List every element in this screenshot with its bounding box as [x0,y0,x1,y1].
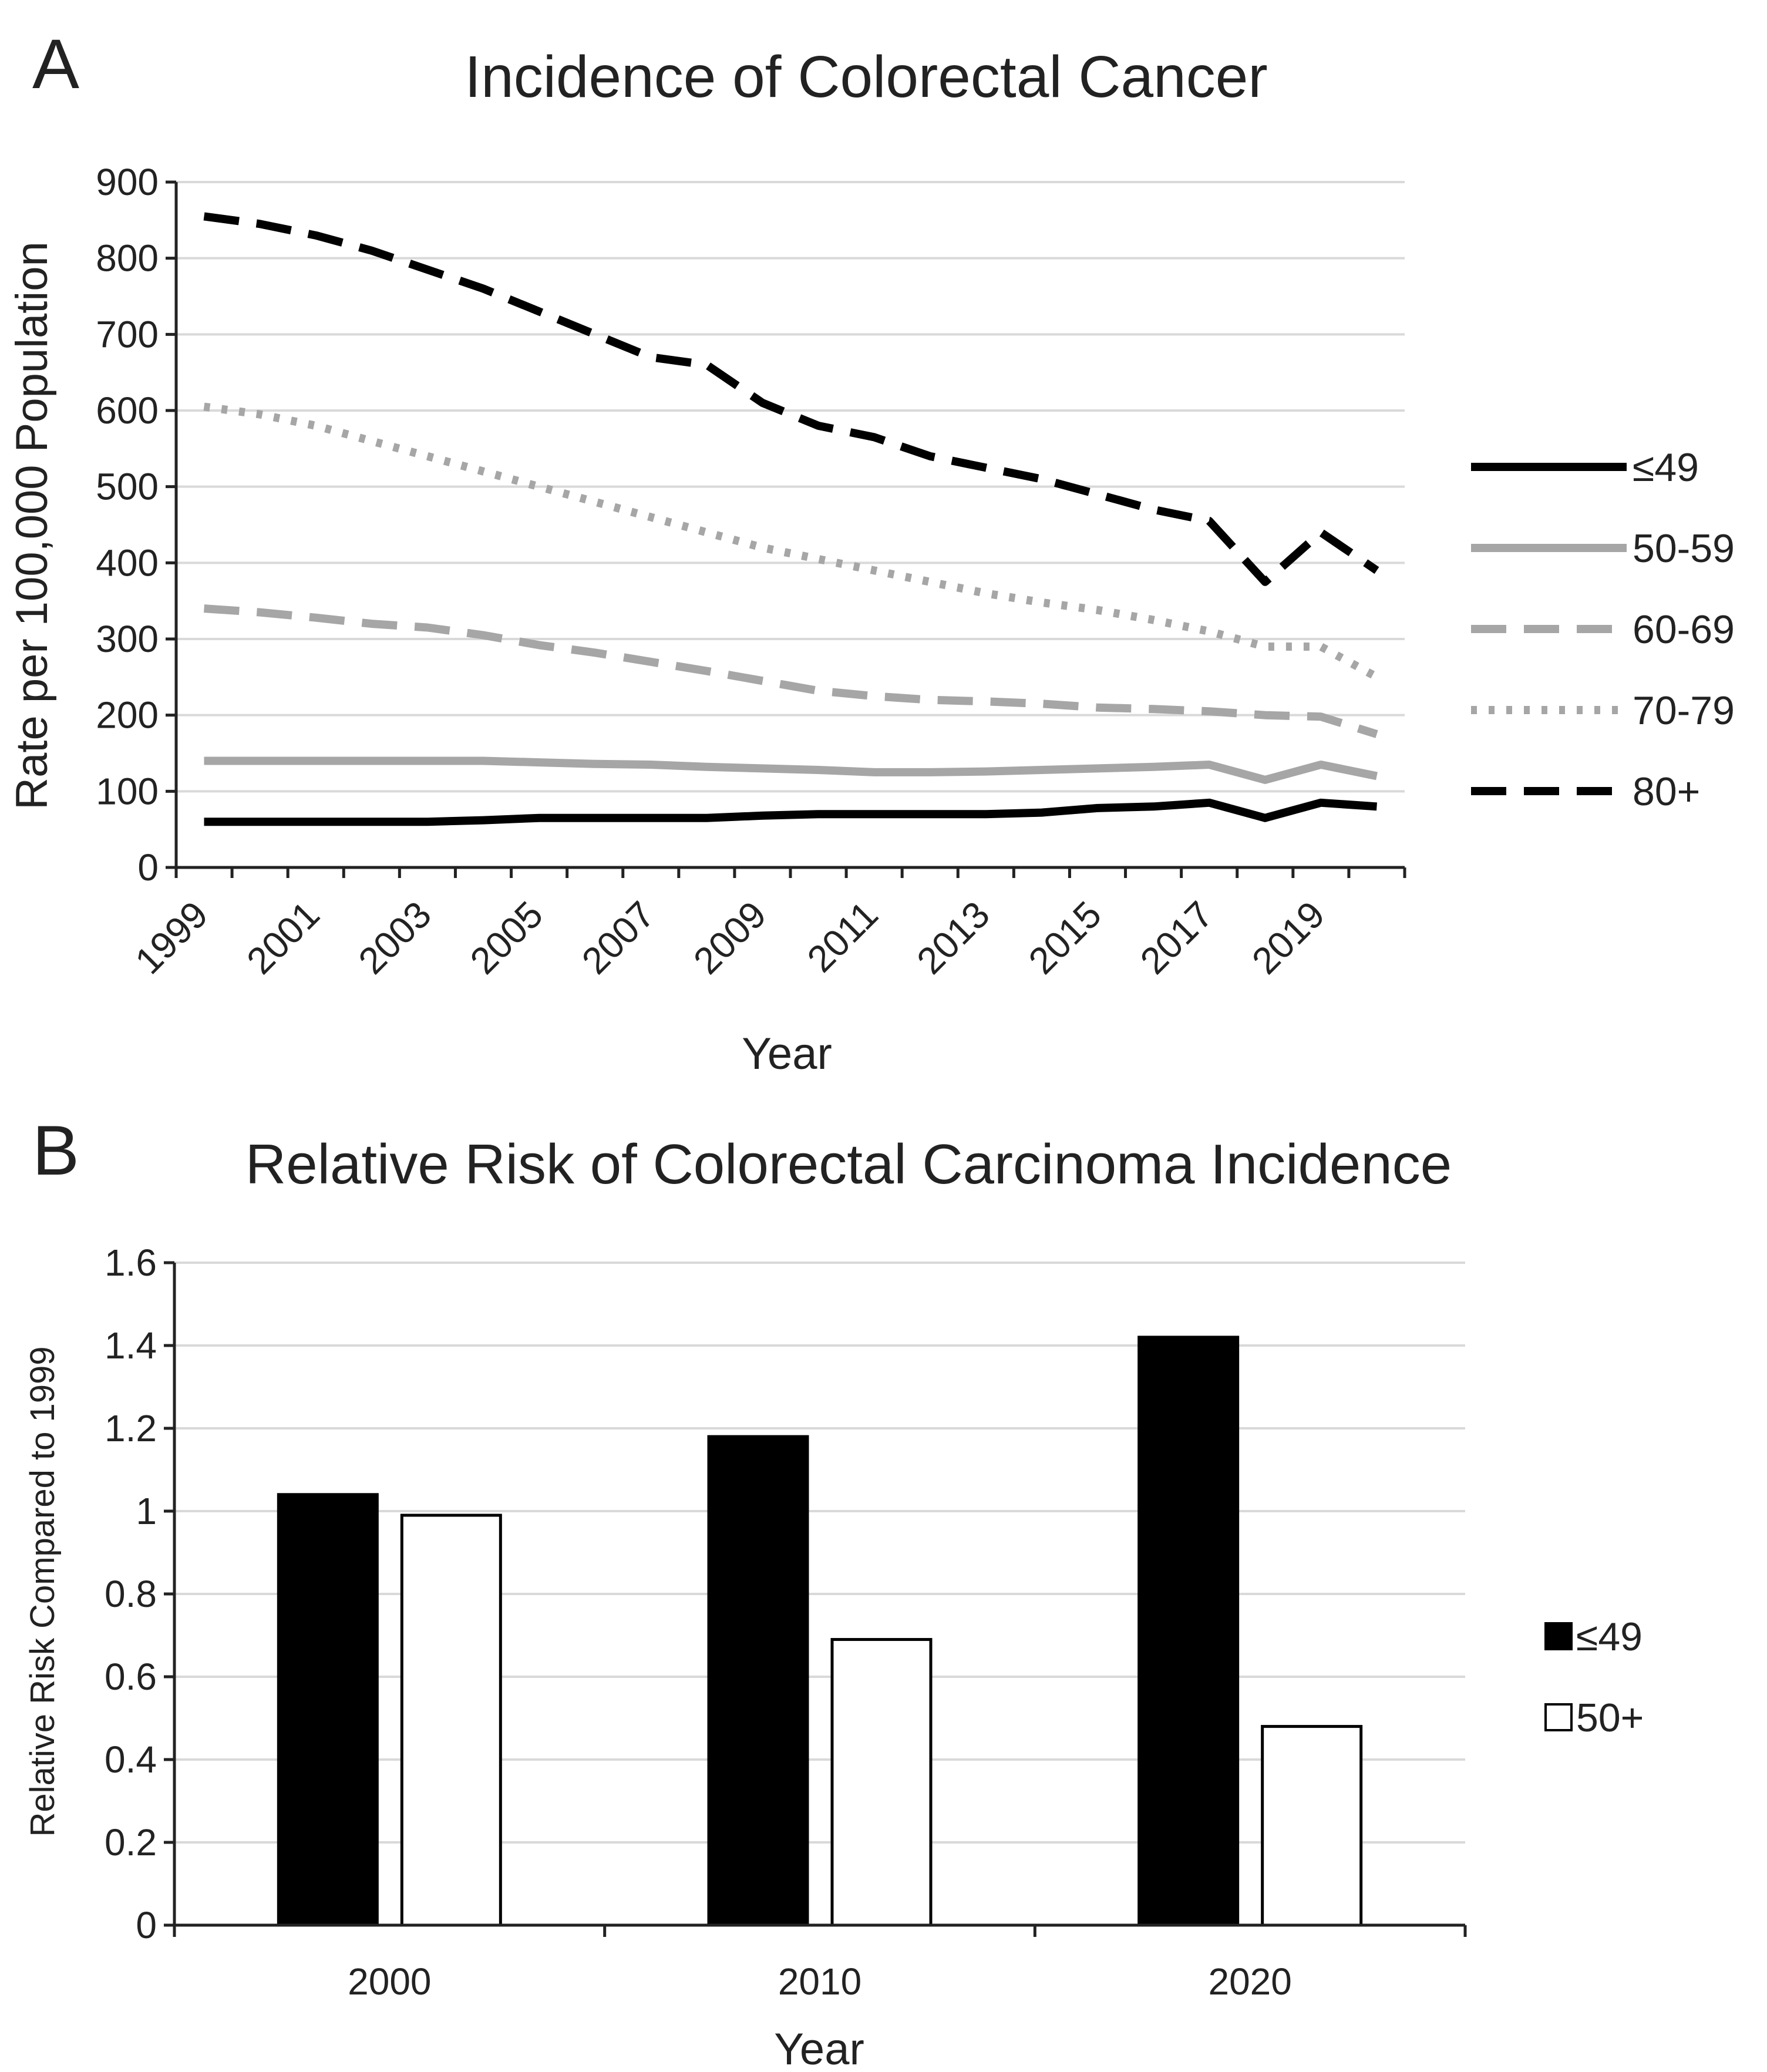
panel-label-a: A [32,25,79,103]
chart-a-y-tick-label: 500 [96,466,159,508]
chart-b-y-axis-title: Relative Risk Compared to 1999 [23,1347,62,1837]
panel-label-b: B [32,1111,79,1190]
chart-b: B Relative Risk of Colorectal Carcinoma … [23,1111,1644,2072]
chart-a-legend-label: 60-69 [1633,607,1735,652]
chart-a-series [203,212,1379,826]
chart-a-y-tick-labels: 0 100 200 300 400 500 600 700 800 900 [96,161,159,889]
chart-a-x-axis-title: Year [742,1029,832,1079]
chart-b-bar-2010-1 [707,1435,809,1927]
chart-b-bar-2020-1 [1137,1336,1240,1927]
chart-b-legend-swatch [1544,1622,1573,1650]
chart-b-x-tick-label: 2000 [348,1960,431,2003]
chart-b-y-tick-label: 0.6 [105,1656,157,1698]
chart-b-y-tick-labels: 0 0.2 0.4 0.6 0.8 1 1.2 1.4 1.6 [105,1242,157,1946]
chart-b-bar-2000-2 [400,1513,502,1927]
chart-a-legend-label: 80+ [1633,769,1700,814]
chart-b-title: Relative Risk of Colorectal Carcinoma In… [245,1133,1452,1196]
chart-b-bars [277,1336,1363,1927]
chart-a-y-tick-label: 100 [96,770,159,812]
chart-a-y-tick-label: 0 [137,846,159,889]
chart-a-y-tick-label: 300 [96,618,159,660]
chart-b-x-tick-label: 2010 [778,1960,861,2003]
chart-a-y-tick-label: 900 [96,161,159,203]
chart-a-title: Incidence of Colorectal Cancer [465,44,1267,110]
chart-b-y-tick-label: 0.8 [105,1573,157,1615]
chart-a-y-tick-label: 400 [96,541,159,584]
chart-a-legend-label: ≤49 [1633,445,1699,490]
chart-a-series-line-2 [204,756,1378,784]
chart-a-y-tick-label: 800 [96,237,159,280]
chart-b-bar-2010-2 [830,1638,933,1927]
chart-b-legend-label: 50+ [1576,1696,1644,1740]
chart-b-bar-2020-2 [1261,1725,1363,1927]
chart-a-legend-label: 70-79 [1633,688,1735,733]
chart-b-x-axis-title: Year [774,2024,864,2072]
chart-b-gridlines [164,1261,1465,1927]
chart-b-x-tick-label: 2020 [1208,1960,1291,2003]
chart-b-y-tick-label: 1 [136,1490,157,1532]
chart-b-y-tick-label: 1.6 [105,1242,157,1284]
chart-a-series-line-3 [204,604,1378,738]
chart-b-axes [173,1263,1465,1927]
chart-a-y-tick-label: 200 [96,694,159,736]
chart-a-y-axis-title: Rate per 100,000 Population [7,241,57,810]
chart-a-y-tick-label: 700 [96,313,159,355]
chart-a-gridlines [166,180,1405,869]
chart-a-legend: ≤49 50-59 60-69 70-79 80+ [1471,445,1735,814]
chart-b-y-tick-label: 0.2 [105,1821,157,1864]
chart-b-y-tick-label: 1.4 [105,1324,157,1367]
chart-a-legend-label: 50-59 [1633,526,1735,571]
chart-a-series-line-1 [204,798,1377,826]
chart-a-y-tick-label: 600 [96,389,159,432]
chart-b-y-tick-label: 0 [136,1904,157,1946]
chart-b-y-tick-label: 0.4 [105,1738,157,1781]
chart-b-bar-2000-1 [277,1493,379,1927]
chart-a-series-line-5 [203,212,1379,586]
chart-b-legend: ≤49 50+ [1544,1614,1644,1740]
chart-b-legend-swatch [1544,1703,1573,1731]
chart-b-legend-label: ≤49 [1576,1614,1643,1659]
chart-b-y-tick-label: 1.2 [105,1407,157,1449]
chart-b-x-ticks: 2000 2010 2020 [173,1925,1467,2003]
